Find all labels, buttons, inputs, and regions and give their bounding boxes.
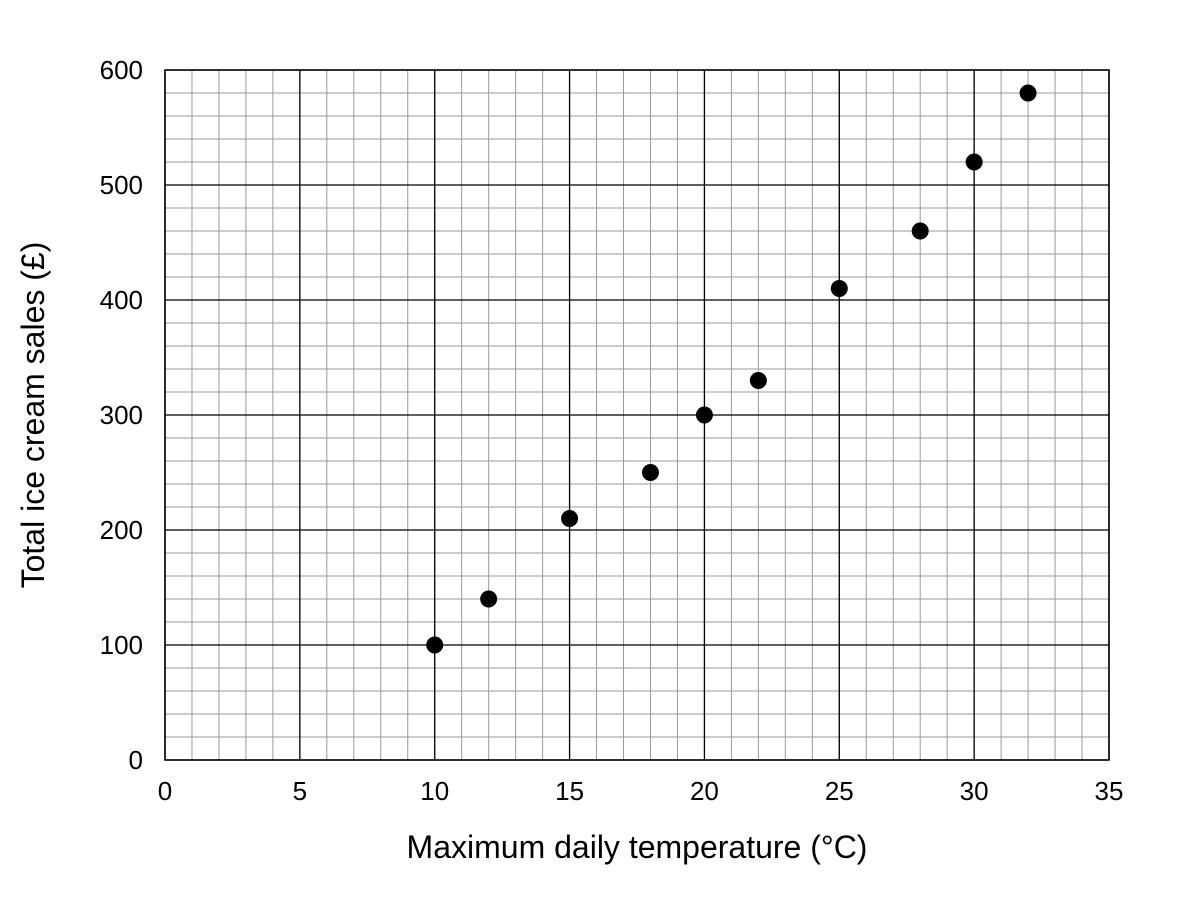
y-axis-ticks: 0 100 200 300 400 500 600 bbox=[100, 55, 143, 775]
y-axis-title: Total ice cream sales (£) bbox=[15, 242, 51, 589]
x-tick-label: 0 bbox=[158, 776, 172, 806]
y-tick-label: 500 bbox=[100, 170, 143, 200]
y-tick-label: 300 bbox=[100, 400, 143, 430]
y-tick-label: 0 bbox=[129, 745, 143, 775]
y-tick-label: 600 bbox=[100, 55, 143, 85]
x-tick-label: 10 bbox=[420, 776, 449, 806]
data-point bbox=[1019, 84, 1037, 102]
x-tick-label: 20 bbox=[690, 776, 719, 806]
data-point bbox=[426, 636, 444, 654]
y-tick-label: 100 bbox=[100, 630, 143, 660]
x-tick-label: 15 bbox=[555, 776, 584, 806]
data-point bbox=[641, 464, 659, 481]
x-axis-ticks: 0 5 10 15 20 25 30 35 bbox=[158, 776, 1124, 806]
y-tick-label: 400 bbox=[100, 285, 143, 315]
x-tick-label: 5 bbox=[293, 776, 307, 806]
major-grid bbox=[164, 69, 1110, 761]
plot-border bbox=[164, 69, 1110, 761]
x-tick-label: 30 bbox=[960, 776, 989, 806]
x-axis-title: Maximum daily temperature (°C) bbox=[407, 829, 868, 865]
x-tick-label: 35 bbox=[1095, 776, 1124, 806]
data-point bbox=[965, 153, 983, 171]
data-point bbox=[561, 510, 579, 527]
data-point bbox=[480, 590, 498, 608]
data-point bbox=[830, 280, 848, 297]
x-tick-label: 25 bbox=[825, 776, 854, 806]
data-point bbox=[911, 222, 929, 240]
data-point bbox=[749, 372, 767, 389]
data-points bbox=[426, 84, 1037, 654]
data-point bbox=[695, 406, 713, 424]
y-tick-label: 200 bbox=[100, 515, 143, 545]
